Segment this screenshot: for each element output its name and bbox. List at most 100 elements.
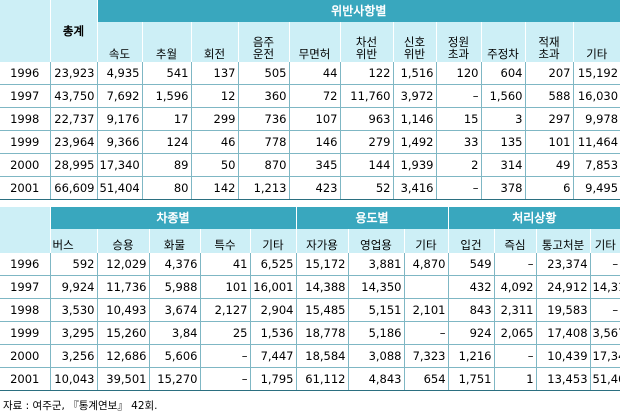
value-cell: 11,736 <box>96 275 149 299</box>
year-cell: 2000 <box>0 153 50 177</box>
value-cell: – <box>589 253 620 276</box>
value-cell: 46 <box>190 130 238 154</box>
total-cell: 66,609 <box>49 176 97 200</box>
value-cell: 4,935 <box>96 62 142 85</box>
table-row: 1999 3,295 15,260 3,84 25 1,536 18,778 5,186–92… <box>0 321 620 345</box>
value-cell: 50 <box>190 153 238 177</box>
table-row: 2001 66,609 51,404 80 142 1,213 423 52 3,416–378… <box>0 176 620 200</box>
vehicle-group-header: 차종별 <box>49 207 296 229</box>
value-cell: 89 <box>141 153 191 177</box>
value-cell: 314 <box>480 153 525 177</box>
value-cell: 1 <box>493 367 537 391</box>
total-cell: 22,737 <box>49 107 97 131</box>
value-cell: 2,311 <box>493 298 537 322</box>
value-cell: 3,416 <box>392 176 436 200</box>
value-cell: 2,127 <box>199 298 250 322</box>
value-cell: 6 <box>524 176 573 200</box>
year-cell: 1997 <box>0 84 50 108</box>
value-cell: 11,464 <box>572 130 620 154</box>
value-cell: 51,404 <box>589 367 620 391</box>
value-cell: 4,092 <box>493 275 537 299</box>
value-cell: 51,404 <box>96 176 142 200</box>
value-cell: 592 <box>49 253 97 276</box>
value-cell: 3,881 <box>347 253 404 276</box>
value-cell: 13,453 <box>535 367 591 391</box>
value-cell: – <box>589 298 620 322</box>
column-header: 음주 운전 <box>237 22 289 62</box>
value-cell: 14,388 <box>295 275 348 299</box>
value-cell: 1,213 <box>237 176 289 200</box>
value-cell: 39,501 <box>96 367 149 391</box>
value-cell: 19,583 <box>535 298 591 322</box>
value-cell: 207 <box>524 62 573 85</box>
value-cell: 2,065 <box>493 321 537 345</box>
column-header: 신호 위반 <box>392 22 436 62</box>
value-cell: 588 <box>524 84 573 108</box>
total-cell: 28,995 <box>49 153 97 177</box>
table-row: 1996 592 12,029 4,376 41 6,525 15,172 3,881 4,87… <box>0 253 620 276</box>
year-cell: 2001 <box>0 367 50 391</box>
value-cell: 9,978 <box>572 107 620 131</box>
value-cell: 9,924 <box>49 275 97 299</box>
column-header: 기타 <box>249 229 296 253</box>
column-header: 기타 <box>572 22 620 62</box>
value-cell: 15,260 <box>96 321 149 345</box>
value-cell: 11,760 <box>339 84 393 108</box>
value-cell: 10,043 <box>49 367 97 391</box>
value-cell: 25 <box>199 321 250 345</box>
value-cell: 5,151 <box>347 298 404 322</box>
column-header: 주정차 <box>480 22 525 62</box>
year-cell: 1999 <box>0 130 50 154</box>
value-cell: 12,029 <box>96 253 149 276</box>
value-cell: 549 <box>447 253 495 276</box>
value-cell: 122 <box>339 62 393 85</box>
value-cell: 1,492 <box>392 130 436 154</box>
table-row: 2001 10,043 39,501 15,270–1,795 61,112 4,843 6… <box>0 367 620 391</box>
year-cell: 1998 <box>0 107 50 131</box>
value-cell: 15,485 <box>295 298 348 322</box>
column-header: 무면허 <box>288 22 340 62</box>
use-group-header: 용도별 <box>295 207 449 229</box>
value-cell: 4,376 <box>148 253 200 276</box>
column-header: 정원 초과 <box>435 22 481 62</box>
value-cell: 870 <box>237 153 289 177</box>
value-cell: 297 <box>524 107 573 131</box>
value-cell: 107 <box>288 107 340 131</box>
total-cell: 23,964 <box>49 130 97 154</box>
value-cell: 1,939 <box>392 153 436 177</box>
value-cell: – <box>435 176 481 200</box>
breakdown-table: 차종별 용도별 처리상황 버스 승용 화물 특수 기타 자가용 영업용 기타 입건 즉심 통고처분 기… <box>0 207 620 391</box>
value-cell: 2,101 <box>403 298 449 322</box>
value-cell: 137 <box>190 62 238 85</box>
table-row: 1998 22,737 9,176 17 299 736 107 963 1,146 15 3 297… <box>0 107 620 131</box>
value-cell: 3,088 <box>347 344 404 368</box>
value-cell: 23,374 <box>535 253 591 276</box>
value-cell: 41 <box>199 253 250 276</box>
value-cell: 3,972 <box>392 84 436 108</box>
value-cell: 432 <box>447 275 495 299</box>
value-cell: 16,001 <box>249 275 296 299</box>
value-cell: – <box>493 253 537 276</box>
value-cell: 1,560 <box>480 84 525 108</box>
value-cell: 279 <box>339 130 393 154</box>
year-cell: 1997 <box>0 275 50 299</box>
table-row: 2000 3,256 12,686 5,606–7,447 18,584 3,088 7,3… <box>0 344 620 368</box>
corner-cell-2 <box>0 207 50 253</box>
year-cell: 2001 <box>0 176 50 200</box>
violation-group-header: 위반사항별 <box>96 0 620 22</box>
column-header: 입건 <box>447 229 495 253</box>
column-header: 적재 초과 <box>524 22 573 62</box>
value-cell: 4,870 <box>403 253 449 276</box>
value-cell: 1,596 <box>141 84 191 108</box>
value-cell: 1,516 <box>392 62 436 85</box>
total-header: 총계 <box>49 0 97 62</box>
value-cell: 654 <box>403 367 449 391</box>
value-cell: 10,493 <box>96 298 149 322</box>
value-cell: 17,340 <box>589 344 620 368</box>
column-header: 버스 <box>49 229 97 253</box>
year-cell: 2000 <box>0 344 50 368</box>
value-cell: 15,270 <box>148 367 200 391</box>
value-cell: 924 <box>447 321 495 345</box>
value-cell: 7,692 <box>96 84 142 108</box>
year-cell: 1999 <box>0 321 50 345</box>
